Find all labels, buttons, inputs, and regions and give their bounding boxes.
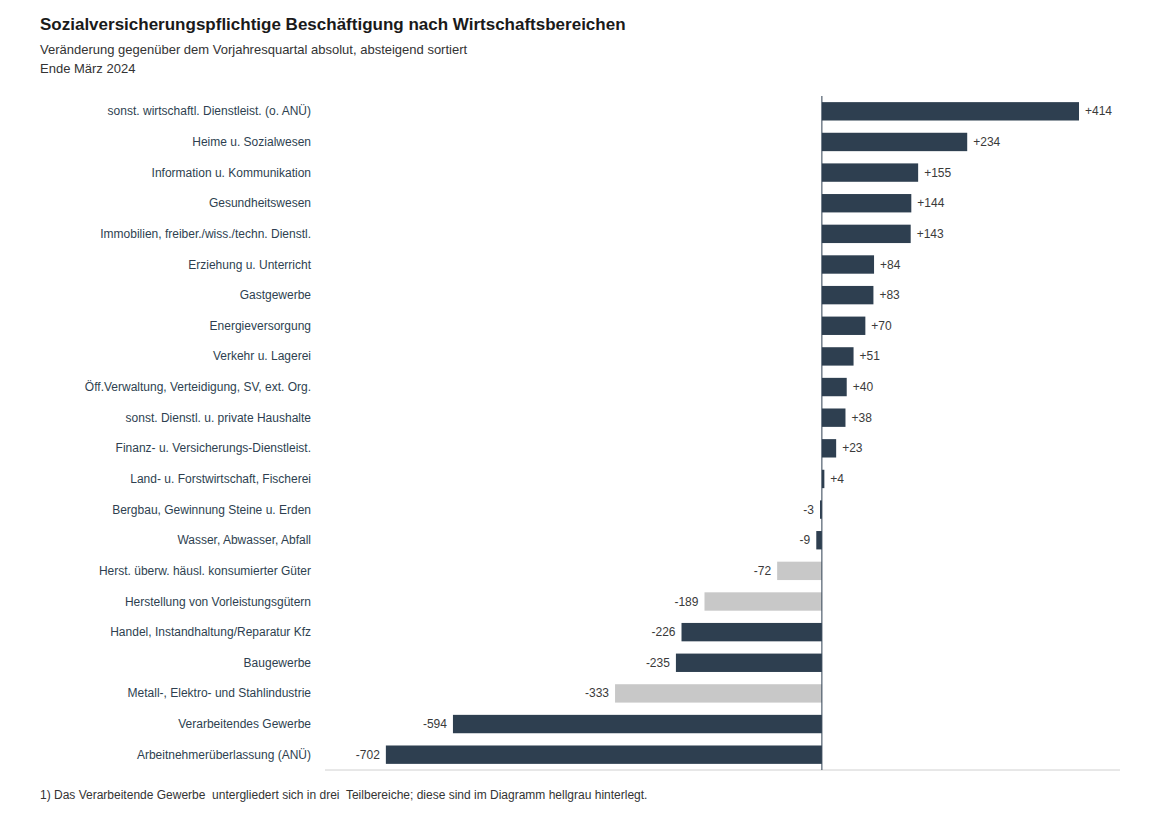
data-label: -333	[585, 686, 609, 700]
chart: Sozialversicherungspflichtige Beschäftig…	[0, 0, 1166, 813]
subtitle: Ende März 2024	[40, 61, 135, 76]
category-label: Land- u. Forstwirtschaft, Fischerei	[130, 472, 311, 486]
bar	[822, 408, 846, 426]
category-label: Verarbeitendes Gewerbe	[178, 717, 311, 731]
category-label: Gastgewerbe	[240, 288, 312, 302]
bar	[822, 255, 874, 273]
bar	[676, 654, 822, 672]
category-label: Herstellung von Vorleistungsgütern	[125, 595, 311, 609]
bar	[816, 531, 822, 549]
data-label: -235	[646, 656, 670, 670]
data-label: +155	[924, 166, 951, 180]
data-label: -702	[356, 748, 380, 762]
data-label: +23	[842, 441, 863, 455]
bar	[822, 194, 911, 212]
bar	[386, 745, 822, 763]
subtitle: Veränderung gegenüber dem Vorjahresquart…	[40, 42, 468, 57]
data-label: -226	[651, 625, 675, 639]
category-label: Arbeitnehmerüberlassung (ANÜ)	[137, 748, 311, 762]
data-label: -594	[423, 717, 447, 731]
footnote: 1) Das Verarbeitende Gewerbe untergliede…	[40, 788, 647, 802]
data-label: -9	[800, 533, 811, 547]
data-label: -189	[674, 595, 698, 609]
bar	[682, 623, 822, 641]
category-label: Wasser, Abwasser, Abfall	[177, 533, 311, 547]
bar	[822, 102, 1079, 120]
category-label: Immobilien, freiber./wiss./techn. Dienst…	[100, 227, 311, 241]
bar	[704, 592, 821, 610]
category-label: Gesundheitswesen	[209, 196, 311, 210]
title: Sozialversicherungspflichtige Beschäftig…	[40, 15, 626, 34]
category-label: Energieversorgung	[210, 319, 311, 333]
data-label: -72	[754, 564, 772, 578]
data-label: +144	[917, 196, 944, 210]
category-label: Handel, Instandhaltung/Reparatur Kfz	[110, 625, 311, 639]
bar	[615, 684, 822, 702]
category-label: Heime u. Sozialwesen	[192, 135, 311, 149]
bars	[386, 102, 1079, 764]
data-label: +83	[879, 288, 900, 302]
category-label: sonst. Dienstl. u. private Haushalte	[126, 411, 312, 425]
bar	[822, 133, 967, 151]
data-label: +4	[830, 472, 844, 486]
chart-container: Sozialversicherungspflichtige Beschäftig…	[0, 0, 1166, 813]
data-label: +143	[917, 227, 944, 241]
category-label: Erziehung u. Unterricht	[188, 258, 311, 272]
data-label: +234	[973, 135, 1000, 149]
category-label: Öff.Verwaltung, Verteidigung, SV, ext. O…	[85, 380, 311, 394]
category-label: Bergbau, Gewinnung Steine u. Erden	[112, 503, 311, 517]
category-label: Herst. überw. häusl. konsumierter Güter	[99, 564, 311, 578]
data-label: +40	[853, 380, 874, 394]
bar	[822, 317, 865, 335]
bar	[822, 439, 836, 457]
data-label: -3	[803, 503, 814, 517]
data-label: +70	[871, 319, 892, 333]
bar	[822, 163, 918, 181]
data-label: +38	[851, 411, 872, 425]
bar	[822, 286, 874, 304]
bar	[777, 562, 822, 580]
category-label: sonst. wirtschaftl. Dienstleist. (o. ANÜ…	[108, 104, 311, 118]
zero-line	[821, 96, 822, 770]
category-label: Verkehr u. Lagerei	[213, 349, 311, 363]
bar	[822, 378, 847, 396]
data-label: +84	[880, 258, 901, 272]
category-label: Finanz- u. Versicherungs-Dienstleist.	[116, 441, 311, 455]
category-label: Baugewerbe	[244, 656, 312, 670]
bar	[822, 347, 854, 365]
x-axis-line	[325, 770, 1120, 771]
category-label: Information u. Kommunikation	[152, 166, 311, 180]
bar	[822, 225, 911, 243]
data-label: +414	[1085, 104, 1112, 118]
category-label: Metall-, Elektro- und Stahlindustrie	[128, 686, 312, 700]
bar	[453, 715, 822, 733]
data-label: +51	[860, 349, 881, 363]
